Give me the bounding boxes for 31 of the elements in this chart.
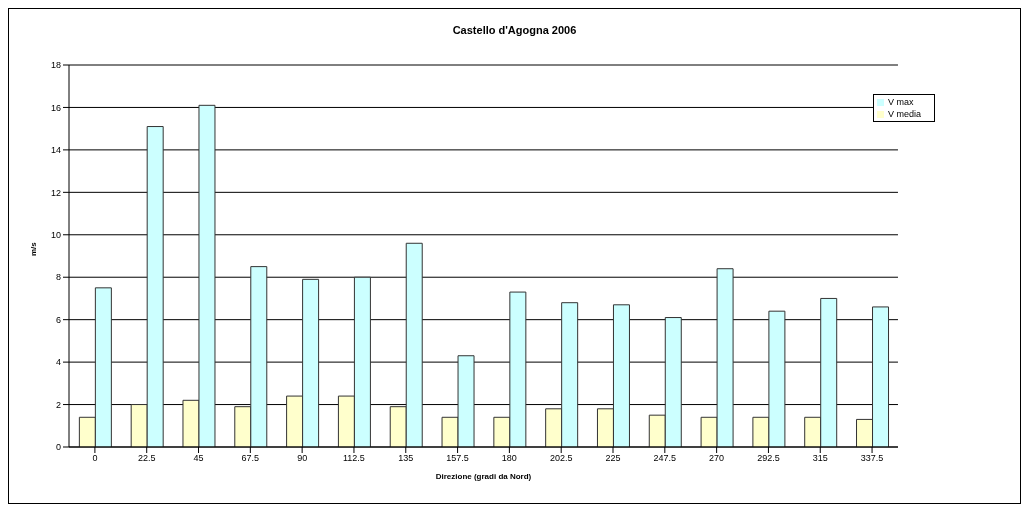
chart-title: Castello d'Agogna 2006 — [451, 24, 578, 36]
x-tick-label: 67.5 — [241, 453, 260, 464]
y-tick-label: 16 — [50, 102, 61, 113]
y-tick-label: 6 — [55, 314, 61, 325]
y-axis-title: m/s — [28, 241, 38, 256]
x-tick-label: 0 — [92, 453, 98, 464]
x-tick-label: 90 — [297, 453, 308, 464]
x-tick-label: 270 — [709, 453, 725, 464]
legend-label: V max — [887, 97, 914, 107]
x-axis-title: Direzione (gradi da Nord) — [435, 472, 532, 481]
y-tick-label: 2 — [55, 399, 61, 410]
x-tick-label: 180 — [501, 453, 517, 464]
x-tick-label: 22.5 — [137, 453, 156, 464]
x-tick-label: 292.5 — [757, 453, 780, 464]
y-tick-label: 10 — [50, 229, 61, 240]
x-tick-label: 112.5 — [343, 453, 365, 464]
y-tick-label: 18 — [50, 60, 61, 71]
x-tick-label: 202.5 — [549, 453, 573, 464]
x-tick-label: 157.5 — [446, 453, 469, 464]
legend-label: V media — [887, 109, 921, 119]
x-tick-label: 337.5 — [860, 453, 884, 464]
x-tick-label: 135 — [398, 453, 414, 464]
y-tick-label: 8 — [55, 272, 61, 283]
y-tick-label: 14 — [50, 145, 61, 156]
y-tick-label: 4 — [55, 357, 61, 368]
x-tick-label: 247.5 — [653, 453, 677, 464]
y-tick-label: 12 — [50, 187, 61, 198]
x-tick-label: 225 — [605, 453, 621, 464]
x-tick-label: 315 — [812, 453, 828, 464]
y-tick-label: 0 — [55, 442, 61, 453]
x-tick-label: 45 — [193, 453, 204, 464]
